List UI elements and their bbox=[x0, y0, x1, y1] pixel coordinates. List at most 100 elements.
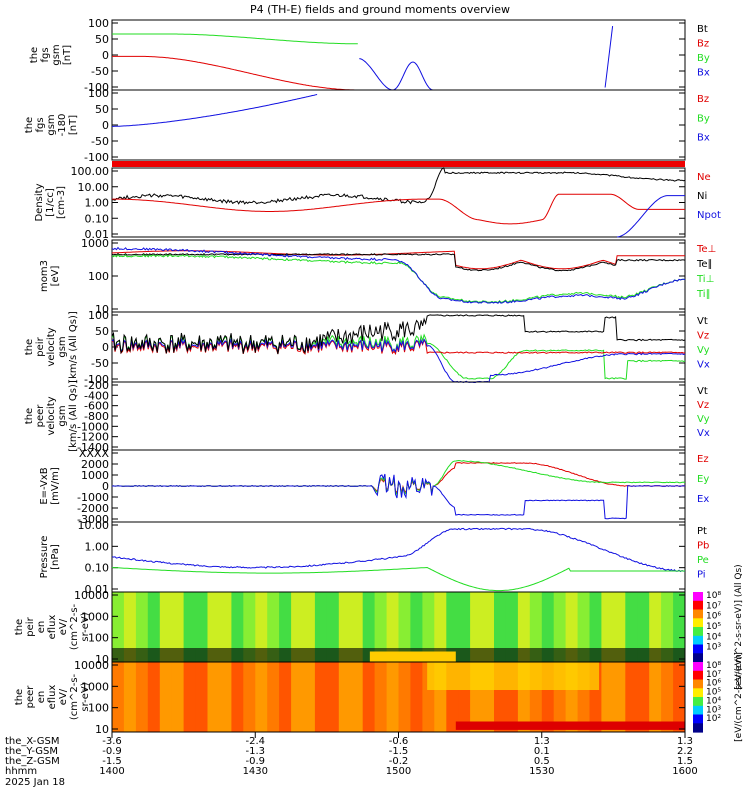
heatmap-cell bbox=[171, 592, 185, 662]
y-axis-label: thefgsgsm[nT] bbox=[29, 44, 73, 65]
x-tick-label: -3.6 bbox=[102, 736, 122, 747]
legend-entry: Ey bbox=[697, 474, 709, 485]
y-tick-label: 0.10 bbox=[85, 212, 110, 225]
y-tick-label: -600 bbox=[84, 400, 109, 413]
colorbar-segment bbox=[693, 592, 703, 602]
legend-entry: Vy bbox=[697, 345, 710, 356]
panel-peer_vel: -200-400-600-800-1000-1200-1400thepeerve… bbox=[24, 379, 710, 454]
x-row-label: the_Y-GSM bbox=[5, 746, 58, 757]
heatmap-cell bbox=[661, 662, 674, 732]
heatmap-cell bbox=[243, 662, 256, 732]
y-tick-label: 1000 bbox=[81, 680, 109, 693]
legend-entry: Bx bbox=[697, 68, 710, 79]
y-tick-label: 0 bbox=[102, 49, 109, 62]
y-axis-label: thefgsgsm-180[nT] bbox=[24, 114, 79, 137]
y-tick-label: -100 bbox=[84, 151, 109, 164]
y-tick-label: -2000 bbox=[77, 502, 109, 515]
heatmap-cell bbox=[374, 592, 387, 662]
legend-entry: Ni bbox=[697, 191, 707, 202]
heatmap-cell bbox=[362, 662, 376, 732]
y-tick-label: -1400 bbox=[77, 441, 109, 454]
legend-entry: Pt bbox=[697, 526, 707, 537]
colorbar-tick-label: 10⁵ bbox=[706, 622, 721, 632]
panel-fgs_gsm_300: 100 50 0 -50 -100 thefgsgsm-180[nT] Bz By Bx bbox=[24, 87, 710, 164]
heatmap-cell bbox=[326, 592, 340, 662]
heatmap-cell bbox=[255, 592, 268, 662]
heatmap-cell bbox=[625, 592, 638, 662]
heatmap-cell bbox=[589, 592, 602, 662]
heatmap-cell bbox=[314, 592, 328, 662]
colorbar-tick-label: 10³ bbox=[706, 643, 721, 653]
legend-entry: Vx bbox=[697, 360, 710, 371]
legend-entry: Vt bbox=[697, 386, 708, 397]
legend-entry: Bz bbox=[697, 39, 709, 50]
heatmap-cell bbox=[255, 662, 268, 732]
panel-frame bbox=[111, 381, 686, 451]
heatmap-cell bbox=[601, 592, 614, 662]
panel-temp: 1000 100 10 mom3[eV] Te⊥ Te∥ Ti⊥ Ti∥ bbox=[39, 237, 716, 316]
y-tick-label: 1000 bbox=[81, 610, 109, 623]
x-tick-label: 1600 bbox=[672, 766, 697, 777]
series-line bbox=[617, 195, 685, 238]
x-tick-label: 1400 bbox=[99, 766, 124, 777]
heatmap-cell bbox=[637, 662, 650, 732]
legend-entry: Pi bbox=[697, 570, 706, 581]
heatmap-cell bbox=[303, 662, 316, 732]
legend-entry: By bbox=[697, 113, 710, 124]
heatmap-cell bbox=[338, 662, 352, 732]
heatmap-cell bbox=[673, 592, 686, 662]
heatmap-cell bbox=[673, 662, 686, 732]
heatmap-cell bbox=[386, 592, 399, 662]
series-line bbox=[111, 337, 686, 384]
colorbar-tick-label: 10⁷ bbox=[706, 601, 721, 611]
colorbar-segment bbox=[693, 662, 703, 672]
separator-band bbox=[112, 161, 685, 167]
heatmap-cell bbox=[147, 662, 161, 732]
heatmap-cell bbox=[231, 662, 244, 732]
y-tick-label: -1000 bbox=[77, 420, 109, 433]
legend-entry: Vz bbox=[697, 331, 709, 342]
figure-title: P4 (TH-E) fields and ground moments over… bbox=[250, 3, 510, 16]
heatmap-cell bbox=[279, 592, 292, 662]
y-tick-label: XXXX bbox=[79, 447, 110, 460]
heatmap-cell bbox=[541, 592, 555, 662]
y-tick-label: -200 bbox=[84, 379, 109, 392]
date-label: 2025 Jan 18 bbox=[5, 777, 65, 788]
heatmap-cell bbox=[434, 592, 447, 662]
heatmap-cell bbox=[637, 592, 650, 662]
heatmap-cell bbox=[601, 662, 614, 732]
x-tick-label: 1.3 bbox=[534, 736, 550, 747]
y-tick-label: 10000 bbox=[74, 589, 109, 602]
y-axis-label: mom3[eV] bbox=[39, 260, 61, 292]
y-tick-label: -50 bbox=[91, 135, 109, 148]
heatmap-cell bbox=[279, 662, 292, 732]
y-tick-label: 0 bbox=[102, 341, 109, 354]
series-line bbox=[111, 254, 686, 304]
y-tick-label: -1200 bbox=[77, 431, 109, 444]
y-tick-label: 10.00 bbox=[78, 519, 110, 532]
legend-entry: Pe bbox=[697, 555, 709, 566]
heatmap-cell bbox=[565, 592, 578, 662]
y-tick-label: 1.00 bbox=[85, 540, 110, 553]
heatmap-cell bbox=[505, 592, 519, 662]
colorbar-segment bbox=[693, 679, 703, 689]
heatmap-cell bbox=[362, 592, 376, 662]
heatmap-cell bbox=[422, 592, 435, 662]
y-tick-label: 1000 bbox=[81, 237, 109, 250]
legend-entry: Vz bbox=[697, 400, 709, 411]
heatmap-cell bbox=[338, 592, 352, 662]
x-tick-label: 1.5 bbox=[677, 756, 693, 767]
colorbar-segment bbox=[693, 653, 703, 663]
legend-entry: Vx bbox=[697, 428, 710, 439]
heatmap-cell bbox=[135, 662, 149, 732]
heatmap-cell bbox=[625, 662, 638, 732]
y-tick-label: 0.01 bbox=[85, 228, 110, 241]
heatmap-cell bbox=[350, 592, 364, 662]
y-tick-label: 10000 bbox=[74, 659, 109, 672]
heatmap-cell bbox=[171, 662, 185, 732]
panel-density: 100.00 10.00 1.00 0.10 0.01 Density[1/cc][cm-… bbox=[34, 165, 721, 241]
panel-frame bbox=[111, 19, 686, 91]
